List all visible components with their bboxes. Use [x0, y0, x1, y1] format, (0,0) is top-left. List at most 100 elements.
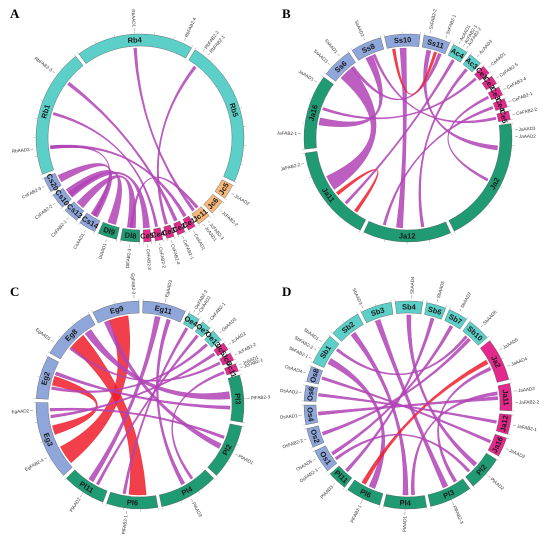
gene-marker — [503, 88, 507, 90]
chromosome-segment — [153, 227, 164, 242]
panel-a: ARb4Rb5Jc5Jc6Jc11Ce1Ce2Ce3Ce4Ce5Dl8Dl9Cs… — [10, 6, 251, 270]
panel-letter: A — [10, 6, 20, 21]
gene-marker — [458, 41, 461, 45]
synteny-link — [88, 316, 161, 483]
gene-label: RbAAD1 — [131, 9, 137, 28]
gene-label: PlFAB2-3 — [251, 394, 271, 400]
synteny-link — [361, 359, 489, 485]
gene-label: PlFAB2-3 — [452, 505, 465, 525]
scale-tick — [342, 487, 345, 490]
scale-tick — [236, 444, 239, 446]
scale-tick — [74, 220, 77, 223]
scale-tick — [234, 181, 237, 183]
chromosome-segment — [52, 188, 72, 208]
scale-tick — [321, 75, 324, 78]
gene-marker — [208, 320, 211, 323]
synteny-link — [345, 317, 435, 473]
chromosome-segment — [462, 321, 488, 346]
gene-label: CeFAB2-2 — [158, 247, 167, 269]
chromosome-segment — [444, 309, 467, 330]
gene-label: PlAAD2 — [490, 477, 506, 492]
chromosome-label: Ce4 — [150, 228, 166, 240]
scale-tick — [233, 89, 235, 91]
scale-tick — [198, 224, 201, 227]
chromosome-segment — [424, 302, 446, 320]
gene-label: JaAAD3 — [518, 126, 536, 132]
scale-tick — [233, 185, 236, 187]
scale-tick — [81, 492, 84, 495]
gene-label: SbAAD4 — [409, 276, 415, 294]
scale-tick — [202, 319, 205, 322]
scale-tick — [507, 438, 510, 440]
chromosome-segment — [462, 54, 481, 73]
scale-tick — [325, 471, 328, 473]
scale-tick — [195, 47, 197, 50]
synteny-link — [382, 106, 494, 226]
gene-marker — [327, 62, 331, 65]
scale-tick — [63, 210, 65, 213]
scale-tick — [330, 331, 333, 334]
links-layer — [318, 47, 498, 229]
scale-tick — [78, 223, 80, 225]
scale-tick — [235, 362, 238, 364]
chromosome-segment — [384, 33, 421, 49]
gene-label: SsFAB2-2 — [428, 8, 437, 30]
gene-label: CsFAB2-3 — [21, 186, 42, 200]
scale-tick — [60, 207, 63, 210]
scale-tick — [185, 309, 187, 312]
chromosome-segment — [383, 494, 427, 510]
scale-tick — [508, 434, 511, 436]
chromosome-segment — [183, 312, 200, 330]
scale-tick — [49, 459, 52, 462]
chromosome-segment — [421, 35, 451, 55]
gene-marker — [436, 299, 439, 303]
gene-label: OsAAD1 — [279, 413, 298, 420]
gene-marker — [463, 43, 465, 47]
gene-label: JaAAD5 — [502, 337, 519, 350]
chromosome-segment — [306, 425, 325, 448]
gene-marker — [52, 71, 56, 74]
gene-label: SbAAD5 — [436, 280, 446, 299]
chromosome-segment — [79, 212, 101, 232]
synteny-link — [374, 319, 449, 489]
links-layer — [49, 315, 231, 496]
scale-tick — [347, 50, 349, 53]
scale-tick — [310, 447, 313, 449]
scale-tick — [489, 71, 492, 73]
gene-marker — [165, 298, 167, 302]
gene-label: OsFAB2-2 — [282, 438, 304, 450]
scale-tick — [72, 322, 74, 325]
gene-marker — [239, 363, 242, 365]
panel-letter: D — [282, 284, 291, 299]
gene-label: JaAAD2 — [519, 134, 536, 139]
scale-tick — [453, 42, 455, 45]
scale-tick — [498, 85, 501, 87]
scale-tick — [240, 107, 243, 109]
synteny-link — [50, 145, 111, 217]
scale-tick — [508, 166, 511, 168]
gene-marker — [182, 236, 184, 239]
gene-label: RbAAD2 — [12, 147, 31, 154]
scale-tick — [309, 176, 312, 178]
chromosome-label: Os6 — [305, 386, 316, 401]
chromosome-label: Rb4 — [127, 35, 142, 45]
synteny-link — [54, 371, 231, 410]
scale-tick — [362, 232, 364, 235]
chromosome-segment — [120, 228, 140, 243]
scale-tick — [210, 326, 212, 328]
scale-tick — [346, 490, 348, 492]
scale-tick — [487, 335, 490, 338]
gene-label: JcAAD2 — [230, 331, 247, 345]
scale-tick — [223, 73, 225, 75]
chromosome-segment — [314, 445, 338, 472]
scale-tick — [473, 486, 475, 489]
scale-tick — [48, 191, 51, 194]
scale-tick — [216, 475, 219, 478]
gene-marker — [513, 425, 517, 426]
scale-tick — [234, 358, 237, 361]
scale-tick — [328, 334, 330, 336]
gene-marker — [308, 357, 312, 359]
chromosome-label: Pl6 — [359, 487, 373, 500]
scale-tick — [507, 106, 510, 108]
gene-marker — [197, 312, 200, 316]
